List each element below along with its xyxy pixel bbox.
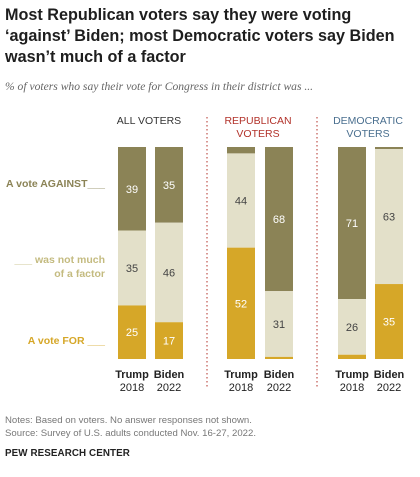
bar-segment-for: [338, 354, 366, 359]
data-label-for: 52: [235, 298, 247, 310]
data-label-not-factor: 31: [273, 319, 285, 331]
bar-label-year: 2022: [377, 382, 401, 394]
bar-label-year: 2018: [340, 382, 364, 394]
bar-label-name: Biden: [264, 369, 295, 381]
data-label-not-factor: 26: [346, 322, 358, 334]
brand-logo-text: PEW RESEARCH CENTER: [5, 448, 130, 459]
bar-segment-against: [155, 147, 183, 223]
bar-segment-against: [227, 147, 255, 154]
chart-subtitle: % of voters who say their vote for Congr…: [5, 80, 314, 93]
bar-segment-not-factor: [118, 230, 146, 306]
bar-segment-for: [265, 356, 293, 359]
bar-label-name: Biden: [154, 369, 185, 381]
data-label-against: 39: [126, 184, 138, 196]
category-label-not-factor: ___ was not much: [14, 254, 105, 266]
bar-segment-not-factor: [338, 299, 366, 355]
bar-segment-for: [227, 247, 255, 359]
data-label-not-factor: 63: [383, 212, 395, 224]
source-text: Source: Survey of U.S. adults conducted …: [5, 428, 257, 439]
bar-segment-not-factor: [265, 291, 293, 357]
data-label-against: 35: [163, 180, 175, 192]
chart-title: Most Republican voters say they were vot…: [5, 6, 395, 66]
bar-segment-against: [338, 147, 366, 300]
bar-segment-for: [118, 305, 146, 359]
data-label-against: 71: [346, 218, 358, 230]
bar-segment-against: [265, 147, 293, 292]
group-label: DEMOCRATIC: [333, 115, 403, 127]
bar-label-name: Biden: [374, 369, 405, 381]
category-label-not-factor-line2: of a factor: [54, 268, 105, 280]
stacked-bar-chart: A vote AGAINST___ ___ was not much of a fa…: [6, 115, 405, 394]
bar-segment-for: [155, 322, 183, 359]
bar-segment-not-factor: [155, 222, 183, 323]
bar-segment-not-factor: [375, 149, 403, 285]
data-label-not-factor: 44: [235, 196, 247, 208]
group-label: REPUBLICAN: [224, 115, 291, 127]
data-label-for: 25: [126, 327, 138, 339]
bar-segment-not-factor: [227, 153, 255, 248]
group-label-line2: VOTERS: [346, 128, 389, 140]
bar-label-year: 2018: [120, 382, 144, 394]
group-label: ALL VOTERS: [117, 115, 181, 127]
bar-label-name: Trump: [115, 369, 149, 381]
group-label-line2: VOTERS: [236, 128, 279, 140]
bar-label-year: 2022: [157, 382, 181, 394]
data-label-for: 35: [383, 317, 395, 329]
bar-label-name: Trump: [224, 369, 258, 381]
bar-segment-for: [375, 284, 403, 359]
bar-segment-against: [118, 147, 146, 231]
bar-label-year: 2022: [267, 382, 291, 394]
bar-segment-against: [375, 147, 403, 150]
bar-label-name: Trump: [335, 369, 369, 381]
category-label-against: A vote AGAINST___: [6, 178, 105, 190]
data-label-against: 68: [273, 214, 285, 226]
data-label-not-factor: 35: [126, 263, 138, 275]
chart-notes: Notes: Based on voters. No answer respon…: [5, 414, 256, 440]
data-label-not-factor: 46: [163, 267, 175, 279]
bar-label-year: 2018: [229, 382, 253, 394]
data-label-for: 17: [163, 336, 175, 348]
notes-text: Notes: Based on voters. No answer respon…: [5, 415, 252, 426]
category-label-for: A vote FOR ___: [28, 335, 105, 347]
